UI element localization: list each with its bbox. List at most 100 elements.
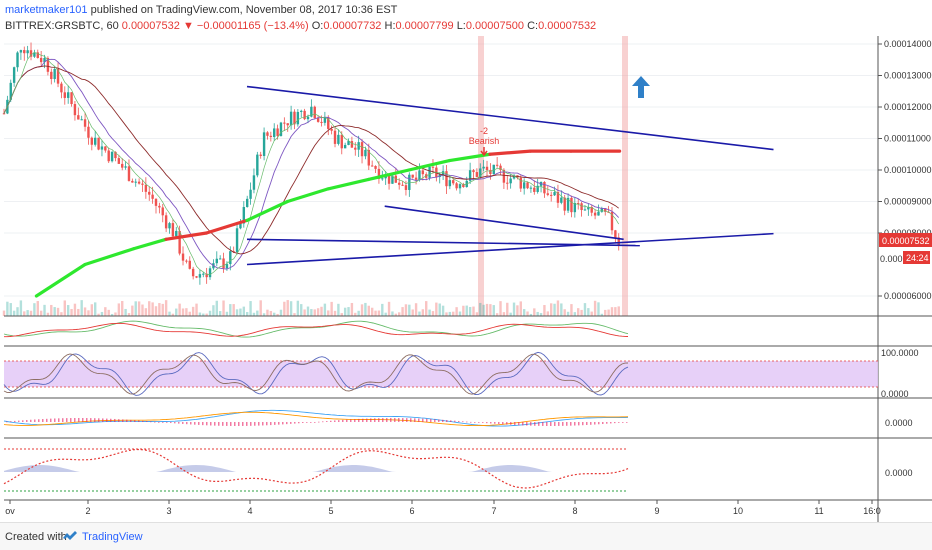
time-tick-label: 11 <box>814 506 823 516</box>
volume-bar <box>533 308 536 316</box>
macd-histogram-bar <box>206 422 208 426</box>
candle-body <box>141 183 144 185</box>
long-ema-segment <box>407 158 452 172</box>
volume-bar <box>435 302 438 316</box>
volume-bar <box>580 309 583 316</box>
candle-body <box>468 170 472 181</box>
volume-bar <box>148 301 151 316</box>
volume-bar <box>6 301 9 316</box>
volume-bar <box>141 304 144 316</box>
macd-histogram-bar <box>538 422 540 426</box>
candle-body <box>370 165 374 167</box>
volume-bar <box>43 304 46 316</box>
volume-bar <box>77 308 80 316</box>
macd-histogram-bar <box>54 418 56 422</box>
open-value: 0.00007732 <box>323 20 382 32</box>
candle-body <box>73 104 77 116</box>
footer-brand-link[interactable]: TradingView <box>82 531 143 543</box>
volume-bar <box>185 308 188 316</box>
last-zero-label: 0.0000 <box>885 468 913 478</box>
volume-bar <box>411 309 414 316</box>
oscillator-area <box>4 465 628 472</box>
candle-body <box>239 223 242 229</box>
volume-bar <box>367 305 370 316</box>
volume-bar <box>431 311 435 316</box>
price-tick-label: 0.00011000 <box>884 134 931 144</box>
volume-bar <box>29 310 33 316</box>
candle-body <box>418 170 421 180</box>
grid-lines <box>4 43 878 297</box>
candle-body <box>364 149 367 157</box>
macd-histogram-bar <box>226 422 228 426</box>
macd-histogram-bar <box>446 420 448 422</box>
tradingview-logo-icon[interactable] <box>62 529 78 543</box>
candle-body <box>320 121 323 123</box>
volume-bar <box>144 308 148 316</box>
price-tick-label: 0.00013000 <box>884 71 932 81</box>
high-value: 0.00007799 <box>395 20 454 32</box>
candle-body <box>208 268 212 278</box>
volume-bar <box>455 307 458 316</box>
candle-body <box>286 123 289 126</box>
volume-bar <box>306 306 310 316</box>
macd-histogram-bar <box>150 421 152 423</box>
candle-body <box>563 197 566 211</box>
macd-histogram-bar <box>570 422 572 426</box>
volume-bar <box>333 310 337 316</box>
symbol-line: BITTREX:GRSBTC, 60 0.00007532 ▼ −0.00001… <box>5 20 596 32</box>
candle-body <box>114 151 117 159</box>
macd-histogram-bar <box>514 422 516 426</box>
volume-bar <box>73 303 77 316</box>
volume-bar <box>519 301 522 316</box>
price-change: ▼ −0.00001165 (−13.4%) <box>182 20 309 32</box>
volume-bar <box>36 301 39 316</box>
candle-body <box>148 191 151 195</box>
candle-body <box>245 198 249 207</box>
macd-histogram-bar <box>294 422 296 424</box>
chart-canvas[interactable]: -2 Bearish 0.00014000 0.00013000 0.0001200… <box>0 36 932 522</box>
macd-histogram-bar <box>426 418 428 422</box>
macd-histogram-bar <box>410 418 412 422</box>
macd-histogram-bar <box>314 422 316 423</box>
candle-body <box>499 165 502 170</box>
volume-bar <box>340 313 343 316</box>
candle-body <box>131 180 134 183</box>
current-price-label: 0.00007532 <box>882 236 930 246</box>
signal-column <box>622 36 628 316</box>
volume-bar <box>225 311 229 316</box>
volume-bar <box>168 311 171 316</box>
macd-histogram-bar <box>454 420 456 422</box>
macd-histogram-bar <box>298 422 300 424</box>
candle-body <box>462 184 465 188</box>
last-price: 0.00007532 <box>121 20 180 32</box>
macd-histogram-bar <box>194 422 196 425</box>
macd-histogram-bar <box>346 419 348 422</box>
macd-histogram-bar <box>366 418 368 422</box>
candle-body <box>570 197 573 213</box>
volume-bar <box>323 303 327 316</box>
candle-body <box>121 163 124 168</box>
macd-histogram-bar <box>290 422 292 424</box>
macd-histogram-bar <box>154 421 156 423</box>
symbol-label: BITTREX:GRSBTC, 60 <box>5 20 119 32</box>
volume-bar <box>364 302 367 316</box>
macd-histogram-bar <box>142 420 144 422</box>
macd-histogram-bar <box>398 418 400 422</box>
author-link[interactable]: marketmaker101 <box>5 4 88 16</box>
volume-bar <box>414 303 418 316</box>
macd-histogram-bar <box>210 422 212 426</box>
volume-bar <box>178 303 181 316</box>
volume-bar <box>577 308 580 316</box>
candle-body <box>495 164 499 166</box>
volume-bar <box>2 310 6 316</box>
macd-histogram-bar <box>282 422 284 425</box>
macd-histogram-bar <box>590 422 592 425</box>
time-axis[interactable]: ov 2 3 4 5 6 7 8 9 10 11 16:0 <box>5 500 881 516</box>
macd-histogram-bar <box>230 422 232 426</box>
candle-body <box>198 274 202 278</box>
candle-body <box>452 180 455 184</box>
volume-bar <box>127 313 131 316</box>
trendlines <box>246 85 774 266</box>
volume-bar <box>506 302 509 316</box>
macd-histogram-bar <box>94 418 96 422</box>
